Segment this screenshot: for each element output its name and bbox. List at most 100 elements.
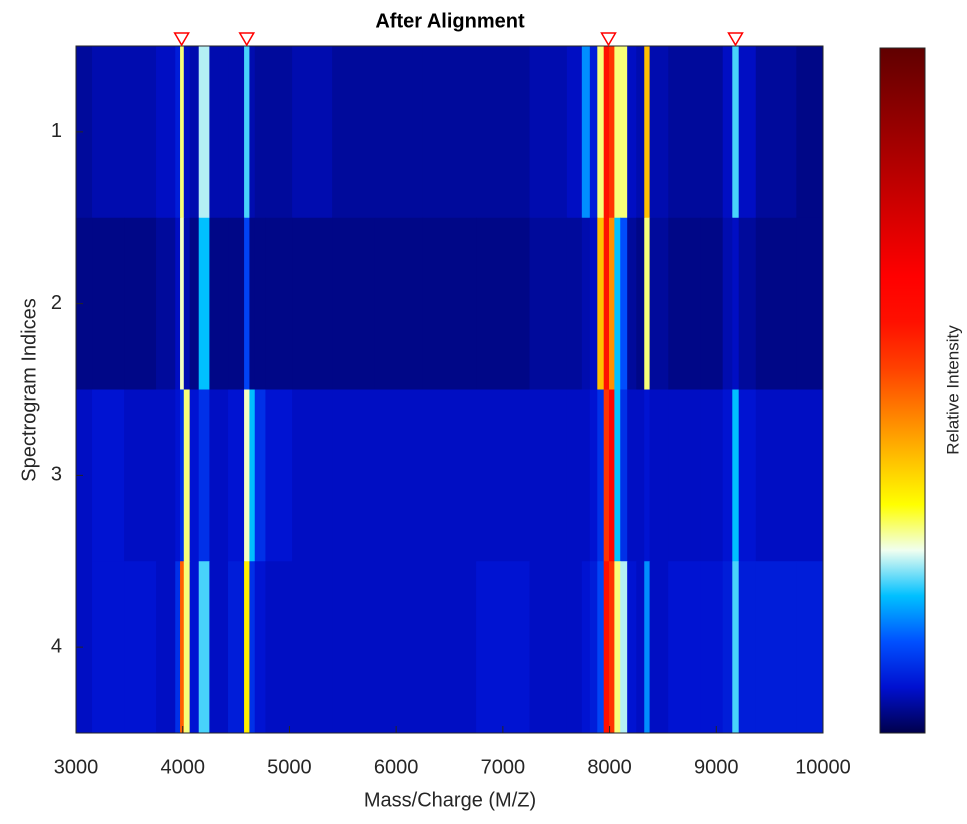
heat-cell: [644, 46, 651, 219]
heat-cell: [668, 46, 701, 219]
heat-cell: [228, 389, 245, 562]
heat-cell: [422, 561, 477, 734]
heat-cell: [254, 561, 266, 734]
heat-cell: [738, 561, 757, 734]
heat-cell: [603, 561, 610, 734]
x-tick-label: 9000: [694, 756, 739, 778]
y-axis-label: Spectrogram Indices: [18, 298, 40, 481]
heat-cell: [755, 46, 797, 219]
heat-cell: [244, 389, 250, 562]
heat-cell: [175, 561, 181, 734]
heat-cell: [76, 561, 93, 734]
heat-cell: [180, 217, 185, 390]
heat-cell: [627, 389, 637, 562]
heat-cell: [620, 389, 628, 562]
heat-cell: [529, 561, 568, 734]
peak-marker: [173, 32, 190, 47]
heat-cell: [476, 389, 531, 562]
colorbar: [879, 47, 926, 734]
heat-cell: [76, 46, 93, 219]
heat-cell: [292, 561, 333, 734]
axes-frame: [75, 45, 824, 734]
heat-cell: [156, 217, 176, 390]
heat-cell: [732, 217, 740, 390]
heat-cell: [92, 46, 125, 219]
heat-cell: [254, 46, 266, 219]
heat-cell: [92, 561, 125, 734]
heat-cell: [649, 217, 669, 390]
heat-cell: [228, 561, 245, 734]
heat-cell: [609, 217, 615, 390]
heat-cell: [566, 561, 583, 734]
colorbar-label: Relative Intensity: [943, 325, 962, 455]
x-tick-label: 5000: [267, 756, 312, 778]
heat-cell: [620, 561, 628, 734]
heat-cell: [292, 46, 333, 219]
heat-cell: [581, 561, 591, 734]
heat-cell: [476, 561, 531, 734]
heat-cell: [700, 389, 724, 562]
heat-cell: [589, 389, 598, 562]
heat-cell: [644, 561, 651, 734]
heat-cell: [124, 46, 157, 219]
heat-cell: [265, 217, 293, 390]
heat-cell: [609, 561, 615, 734]
heat-cell: [796, 217, 824, 390]
heat-cell: [644, 217, 651, 390]
heat-cell: [627, 46, 637, 219]
heat-cell: [156, 389, 176, 562]
heat-cell: [332, 217, 376, 390]
heat-cell: [796, 46, 824, 219]
heat-cell: [738, 217, 757, 390]
heat-cell: [332, 46, 376, 219]
heat-cell: [597, 46, 605, 219]
heat-cell: [566, 46, 583, 219]
peak-marker: [238, 32, 256, 47]
heat-cell: [589, 217, 598, 390]
heat-cell: [175, 389, 181, 562]
heat-cell: [597, 217, 605, 390]
heat-cell: [265, 389, 293, 562]
heat-cell: [668, 561, 701, 734]
heat-cell: [374, 46, 424, 219]
heat-cell: [244, 46, 250, 219]
y-tick-label: 3: [51, 464, 62, 486]
heat-cell: [614, 389, 621, 562]
heat-cell: [722, 389, 733, 562]
heat-cell: [529, 217, 568, 390]
heat-cell: [228, 46, 245, 219]
heat-cell: [175, 217, 181, 390]
heat-cell: [755, 217, 797, 390]
heat-cell: [254, 217, 266, 390]
peak-marker: [600, 32, 617, 47]
heat-cell: [198, 46, 210, 219]
heat-cell: [755, 389, 797, 562]
heat-cell: [124, 561, 157, 734]
x-tick-label: 10000: [795, 756, 851, 778]
heat-cell: [374, 389, 424, 562]
heat-cell: [597, 561, 605, 734]
heat-cell: [649, 46, 669, 219]
x-tick-label: 7000: [481, 756, 526, 778]
heat-cell: [422, 217, 477, 390]
heat-cell: [566, 389, 583, 562]
heat-cell: [156, 561, 176, 734]
heat-cell: [189, 389, 200, 562]
heat-cell: [374, 561, 424, 734]
heat-cell: [722, 46, 733, 219]
heat-cell: [614, 46, 621, 219]
heat-cell: [700, 46, 724, 219]
heat-cell: [183, 561, 191, 734]
heat-cell: [589, 561, 598, 734]
heat-cell: [249, 561, 256, 734]
heat-cell: [249, 217, 256, 390]
heat-cell: [189, 46, 200, 219]
heat-cell: [732, 389, 740, 562]
heat-cell: [636, 46, 645, 219]
heat-cell: [332, 561, 376, 734]
heat-cell: [374, 217, 424, 390]
heat-cell: [265, 46, 293, 219]
heat-cell: [209, 46, 229, 219]
heat-cell: [180, 46, 185, 219]
